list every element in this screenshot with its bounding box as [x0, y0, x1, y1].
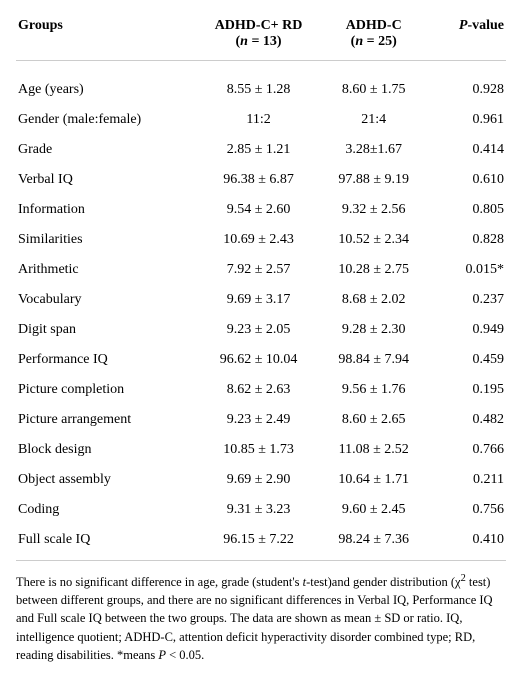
row-value-2: 21:4 — [320, 105, 428, 135]
demographics-table: Groups ADHD-C+ RD (n = 13) ADHD-C (n = 2… — [16, 14, 506, 561]
table-row: Similarities10.69 ± 2.4310.52 ± 2.340.82… — [16, 225, 506, 255]
row-label: Grade — [16, 135, 197, 165]
row-value-1: 96.38 ± 6.87 — [197, 165, 320, 195]
header-col1: ADHD-C+ RD (n = 13) — [197, 14, 320, 61]
row-value-2: 10.64 ± 1.71 — [320, 465, 428, 495]
row-pvalue: 0.195 — [428, 375, 506, 405]
row-value-1: 10.85 ± 1.73 — [197, 435, 320, 465]
row-value-2: 10.52 ± 2.34 — [320, 225, 428, 255]
row-value-2: 8.68 ± 2.02 — [320, 285, 428, 315]
row-value-2: 9.56 ± 1.76 — [320, 375, 428, 405]
row-label: Similarities — [16, 225, 197, 255]
table-row: Object assembly9.69 ± 2.9010.64 ± 1.710.… — [16, 465, 506, 495]
header-col2-n: (n = 25) — [322, 34, 426, 50]
row-value-1: 10.69 ± 2.43 — [197, 225, 320, 255]
row-value-1: 9.69 ± 3.17 — [197, 285, 320, 315]
row-pvalue: 0.610 — [428, 165, 506, 195]
table-row: Age (years)8.55 ± 1.288.60 ± 1.750.928 — [16, 75, 506, 105]
row-pvalue: 0.949 — [428, 315, 506, 345]
row-label: Arithmetic — [16, 255, 197, 285]
row-label: Vocabulary — [16, 285, 197, 315]
header-groups: Groups — [16, 14, 197, 61]
table-row: Coding9.31 ± 3.239.60 ± 2.450.756 — [16, 495, 506, 525]
row-pvalue: 0.805 — [428, 195, 506, 225]
row-pvalue: 0.766 — [428, 435, 506, 465]
table-body: Age (years)8.55 ± 1.288.60 ± 1.750.928Ge… — [16, 61, 506, 561]
table-row: Arithmetic7.92 ± 2.5710.28 ± 2.750.015* — [16, 255, 506, 285]
row-label: Gender (male:female) — [16, 105, 197, 135]
header-col2: ADHD-C (n = 25) — [320, 14, 428, 61]
row-pvalue: 0.828 — [428, 225, 506, 255]
row-label: Digit span — [16, 315, 197, 345]
row-pvalue: 0.928 — [428, 75, 506, 105]
row-value-2: 9.28 ± 2.30 — [320, 315, 428, 345]
row-label: Picture arrangement — [16, 405, 197, 435]
table-row: Verbal IQ96.38 ± 6.8797.88 ± 9.190.610 — [16, 165, 506, 195]
row-value-2: 11.08 ± 2.52 — [320, 435, 428, 465]
row-pvalue: 0.756 — [428, 495, 506, 525]
row-value-2: 98.84 ± 7.94 — [320, 345, 428, 375]
row-pvalue: 0.459 — [428, 345, 506, 375]
table-row: Picture arrangement9.23 ± 2.498.60 ± 2.6… — [16, 405, 506, 435]
row-value-2: 8.60 ± 2.65 — [320, 405, 428, 435]
row-pvalue: 0.015* — [428, 255, 506, 285]
row-label: Picture completion — [16, 375, 197, 405]
row-label: Full scale IQ — [16, 525, 197, 561]
header-groups-label: Groups — [18, 18, 63, 33]
row-label: Block design — [16, 435, 197, 465]
row-label: Performance IQ — [16, 345, 197, 375]
row-label: Object assembly — [16, 465, 197, 495]
row-pvalue: 0.211 — [428, 465, 506, 495]
table-row: Grade2.85 ± 1.213.28±1.670.414 — [16, 135, 506, 165]
table-row: Vocabulary9.69 ± 3.178.68 ± 2.020.237 — [16, 285, 506, 315]
table-row: Digit span9.23 ± 2.059.28 ± 2.300.949 — [16, 315, 506, 345]
row-value-1: 8.62 ± 2.63 — [197, 375, 320, 405]
table-footnote: There is no significant difference in ag… — [16, 561, 506, 664]
row-value-1: 9.54 ± 2.60 — [197, 195, 320, 225]
header-col2-label: ADHD-C — [346, 18, 402, 33]
row-value-2: 10.28 ± 2.75 — [320, 255, 428, 285]
row-pvalue: 0.410 — [428, 525, 506, 561]
row-value-1: 9.23 ± 2.05 — [197, 315, 320, 345]
row-value-2: 98.24 ± 7.36 — [320, 525, 428, 561]
table-row: Performance IQ96.62 ± 10.0498.84 ± 7.940… — [16, 345, 506, 375]
row-value-1: 8.55 ± 1.28 — [197, 75, 320, 105]
table-row: Picture completion8.62 ± 2.639.56 ± 1.76… — [16, 375, 506, 405]
row-value-1: 96.62 ± 10.04 — [197, 345, 320, 375]
row-label: Age (years) — [16, 75, 197, 105]
row-value-2: 8.60 ± 1.75 — [320, 75, 428, 105]
row-value-1: 2.85 ± 1.21 — [197, 135, 320, 165]
header-col1-label: ADHD-C+ RD — [215, 18, 303, 33]
row-value-1: 11:2 — [197, 105, 320, 135]
row-value-1: 96.15 ± 7.22 — [197, 525, 320, 561]
row-value-1: 9.69 ± 2.90 — [197, 465, 320, 495]
row-label: Verbal IQ — [16, 165, 197, 195]
table-row: Full scale IQ96.15 ± 7.2298.24 ± 7.360.4… — [16, 525, 506, 561]
row-pvalue: 0.237 — [428, 285, 506, 315]
row-value-2: 9.32 ± 2.56 — [320, 195, 428, 225]
header-pvalue: P-value — [428, 14, 506, 61]
row-value-2: 97.88 ± 9.19 — [320, 165, 428, 195]
row-label: Coding — [16, 495, 197, 525]
row-value-1: 9.23 ± 2.49 — [197, 405, 320, 435]
table-row: Block design10.85 ± 1.7311.08 ± 2.520.76… — [16, 435, 506, 465]
row-pvalue: 0.414 — [428, 135, 506, 165]
row-pvalue: 0.482 — [428, 405, 506, 435]
row-value-2: 9.60 ± 2.45 — [320, 495, 428, 525]
row-value-2: 3.28±1.67 — [320, 135, 428, 165]
table-header: Groups ADHD-C+ RD (n = 13) ADHD-C (n = 2… — [16, 14, 506, 61]
row-pvalue: 0.961 — [428, 105, 506, 135]
row-value-1: 9.31 ± 3.23 — [197, 495, 320, 525]
row-label: Information — [16, 195, 197, 225]
table-row: Information9.54 ± 2.609.32 ± 2.560.805 — [16, 195, 506, 225]
table-row: Gender (male:female)11:221:40.961 — [16, 105, 506, 135]
row-value-1: 7.92 ± 2.57 — [197, 255, 320, 285]
header-col1-n: (n = 13) — [199, 34, 318, 50]
